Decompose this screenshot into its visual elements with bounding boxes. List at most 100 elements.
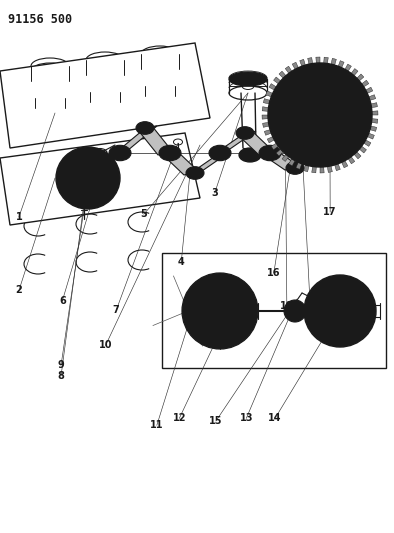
Ellipse shape [289,305,301,317]
Ellipse shape [300,102,305,108]
Ellipse shape [284,300,306,322]
Polygon shape [312,166,316,173]
Ellipse shape [346,111,354,119]
Text: 17: 17 [323,207,337,217]
Ellipse shape [78,168,98,188]
Ellipse shape [190,281,250,341]
Ellipse shape [259,146,281,161]
Text: 16: 16 [267,268,281,278]
Text: 2: 2 [15,286,22,295]
Polygon shape [138,126,172,155]
Polygon shape [351,69,358,76]
Polygon shape [308,58,312,64]
Polygon shape [369,95,375,100]
Text: 3: 3 [211,188,218,198]
Ellipse shape [209,146,231,161]
Ellipse shape [335,123,340,127]
Polygon shape [372,111,378,115]
Ellipse shape [298,314,302,318]
Ellipse shape [295,90,303,98]
Polygon shape [348,157,355,164]
Ellipse shape [214,305,226,317]
Ellipse shape [235,326,242,333]
Polygon shape [366,87,373,93]
Ellipse shape [288,304,292,308]
Ellipse shape [304,275,376,347]
Ellipse shape [191,308,197,314]
Ellipse shape [288,314,292,318]
Ellipse shape [186,167,204,179]
Ellipse shape [326,297,354,325]
Polygon shape [335,164,340,171]
Ellipse shape [235,289,242,296]
Polygon shape [362,80,369,87]
Polygon shape [262,115,268,119]
Ellipse shape [239,148,261,162]
Polygon shape [292,62,298,69]
Polygon shape [262,123,269,127]
Polygon shape [372,119,378,123]
Polygon shape [370,126,377,131]
Text: 18: 18 [304,307,317,317]
Polygon shape [364,140,371,147]
Text: 5: 5 [140,209,147,219]
Ellipse shape [65,156,111,200]
Text: 14: 14 [268,414,282,423]
Polygon shape [331,58,336,65]
Ellipse shape [182,273,258,349]
Ellipse shape [316,141,324,149]
Text: 7: 7 [113,305,120,315]
Polygon shape [357,74,364,81]
Polygon shape [262,107,269,111]
Polygon shape [367,133,374,139]
Polygon shape [327,166,332,172]
Polygon shape [188,151,231,175]
Text: 12: 12 [173,414,186,423]
Polygon shape [279,71,286,78]
Polygon shape [296,163,302,169]
Polygon shape [288,151,320,170]
Ellipse shape [335,102,340,108]
Polygon shape [213,131,256,155]
Text: 15: 15 [209,416,223,426]
Polygon shape [269,84,276,90]
Polygon shape [263,99,270,104]
Polygon shape [276,149,283,156]
Text: 10: 10 [99,341,112,350]
Ellipse shape [109,146,131,161]
Ellipse shape [318,93,323,98]
Polygon shape [289,159,295,166]
Polygon shape [266,91,273,97]
Ellipse shape [198,326,205,333]
Ellipse shape [332,303,348,319]
Ellipse shape [216,281,223,288]
Polygon shape [113,126,157,155]
Ellipse shape [318,133,323,138]
Polygon shape [264,130,271,135]
Polygon shape [271,143,279,150]
Polygon shape [267,136,274,143]
Ellipse shape [286,161,304,174]
Ellipse shape [313,284,367,338]
Polygon shape [238,131,273,155]
Text: 6: 6 [59,296,66,306]
Ellipse shape [159,146,181,161]
Polygon shape [316,57,320,63]
Ellipse shape [286,111,294,119]
Text: 91156 500: 91156 500 [8,13,72,26]
Polygon shape [338,61,344,68]
Text: 8: 8 [58,371,65,381]
Polygon shape [300,59,305,66]
Ellipse shape [198,289,205,296]
Ellipse shape [295,132,303,140]
Ellipse shape [216,334,223,341]
Ellipse shape [136,122,154,134]
Polygon shape [359,146,366,153]
Ellipse shape [300,123,305,127]
Ellipse shape [308,103,332,127]
Polygon shape [282,154,289,161]
Polygon shape [163,151,198,175]
Polygon shape [304,165,309,172]
Polygon shape [0,133,200,225]
Polygon shape [371,103,377,108]
